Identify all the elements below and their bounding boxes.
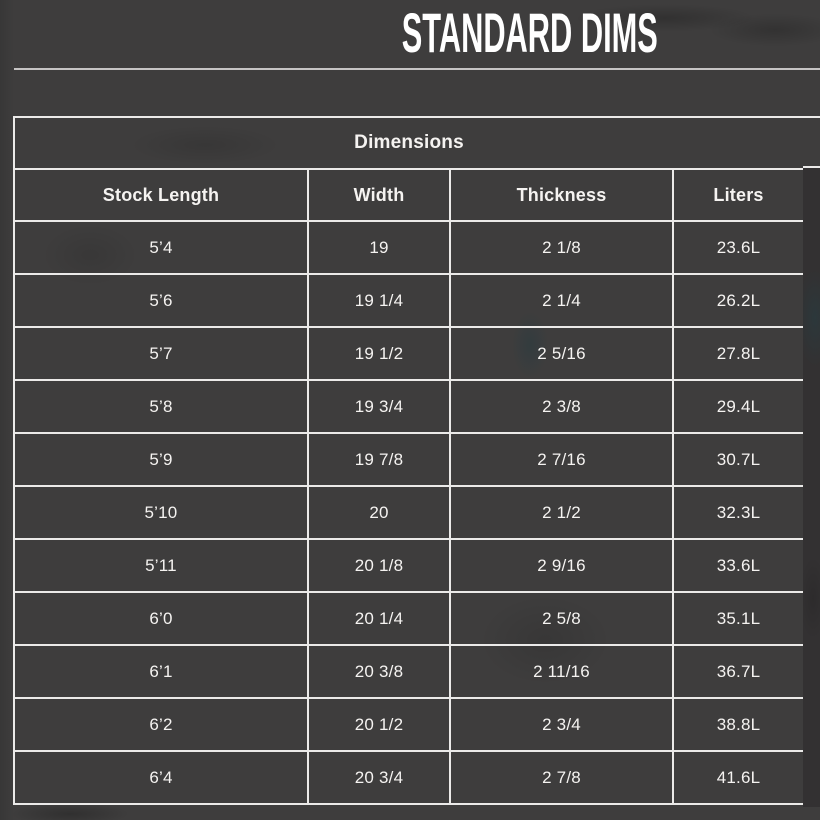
table-cell: 19 1/2 [307,326,451,381]
table-cell: 2 9/16 [449,538,674,593]
table-cell: 41.6L [671,750,806,805]
table-row: 5’8 19 3/4 2 3/8 29.4L [13,379,806,434]
table-cell: 5’8 [13,379,309,434]
table-cell: 20 1/4 [307,591,451,646]
table-cell: 29.4L [671,379,806,434]
table-cell: 38.8L [671,697,806,752]
table-cell: 19 3/4 [307,379,451,434]
page-header: STANDARD DIMS [0,5,820,61]
table-cell: 6’4 [13,750,309,805]
table-cell: 32.3L [671,485,806,540]
dims-table: Dimensions Stock Length Width Thickness Lit… [12,116,806,805]
table-cell: 26.2L [671,273,806,328]
column-header-thickness: Thickness [449,168,674,222]
table-body: 5’4 19 2 1/8 23.6L 5’6 19 1/4 2 1/4 26.2L 5’7 19 … [13,220,806,805]
table-cell: 5’6 [13,273,309,328]
table-cell: 2 11/16 [449,644,674,699]
table-cell: 19 1/4 [307,273,451,328]
table-row: 6’1 20 3/8 2 11/16 36.7L [13,644,806,699]
table-cell: 19 [307,220,451,275]
table-cell: 5’10 [13,485,309,540]
table-cell: 2 5/8 [449,591,674,646]
table-cell: 19 7/8 [307,432,451,487]
table-cell: 5’11 [13,538,309,593]
table-column-header-row: Stock Length Width Thickness Liters [13,168,806,222]
table-cell: 20 1/2 [307,697,451,752]
table-row: 5’10 20 2 1/2 32.3L [13,485,806,540]
table-cell: 6’0 [13,591,309,646]
table-cell: 36.7L [671,644,806,699]
table-cell: 20 [307,485,451,540]
table-row: 5’4 19 2 1/8 23.6L [13,220,806,275]
cropped-adjacent-table-edge [803,116,820,807]
table-row: 6’4 20 3/4 2 7/8 41.6L [13,750,806,805]
table-cell: 30.7L [671,432,806,487]
table-row: 5’7 19 1/2 2 5/16 27.8L [13,326,806,381]
table-cell: 23.6L [671,220,806,275]
table-cell: 6’1 [13,644,309,699]
table-cell: 27.8L [671,326,806,381]
dimensions-table: Dimensions Stock Length Width Thickness Lit… [12,116,806,805]
table-group-header-row: Dimensions [12,116,806,170]
table-cell: 2 3/8 [449,379,674,434]
table-cell: 33.6L [671,538,806,593]
cropped-adjacent-header-cell [803,118,820,168]
table-cell: 20 1/8 [307,538,451,593]
table-row: 6’2 20 1/2 2 3/4 38.8L [13,697,806,752]
table-cell: 2 7/8 [449,750,674,805]
column-header-liters: Liters [671,168,806,222]
table-cell: 20 3/8 [307,644,451,699]
table-row: 6’0 20 1/4 2 5/8 35.1L [13,591,806,646]
table-cell: 2 3/4 [449,697,674,752]
page-title: STANDARD DIMS [401,1,659,64]
table-cell: 2 1/4 [449,273,674,328]
header-divider [14,68,820,70]
column-header-width: Width [307,168,451,222]
column-header-stock-length: Stock Length [13,168,309,222]
table-cell: 5’9 [13,432,309,487]
table-cell: 5’7 [13,326,309,381]
table-cell: 5’4 [13,220,309,275]
table-row: 5’9 19 7/8 2 7/16 30.7L [13,432,806,487]
table-cell: 2 1/2 [449,485,674,540]
table-cell: 2 7/16 [449,432,674,487]
table-cell: 6’2 [13,697,309,752]
table-row: 5’6 19 1/4 2 1/4 26.2L [13,273,806,328]
table-cell: 2 5/16 [449,326,674,381]
table-row: 5’11 20 1/8 2 9/16 33.6L [13,538,806,593]
table-cell: 35.1L [671,591,806,646]
table-cell: 20 3/4 [307,750,451,805]
table-cell: 2 1/8 [449,220,674,275]
table-group-header: Dimensions [12,116,806,170]
